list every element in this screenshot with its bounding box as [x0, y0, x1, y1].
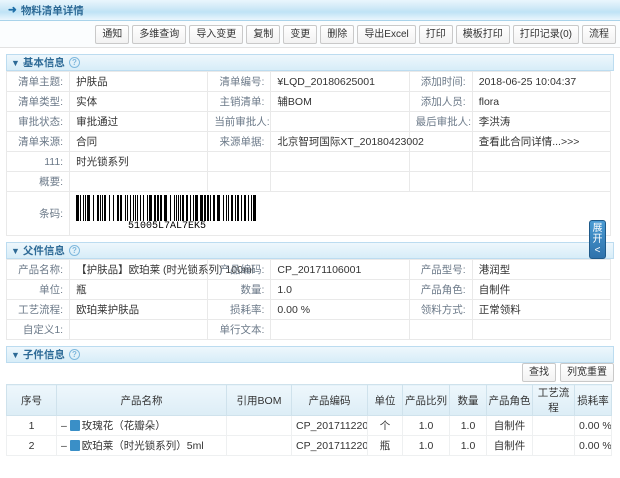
svg-text:51005L7AL7EK5: 51005L7AL7EK5	[128, 221, 206, 229]
